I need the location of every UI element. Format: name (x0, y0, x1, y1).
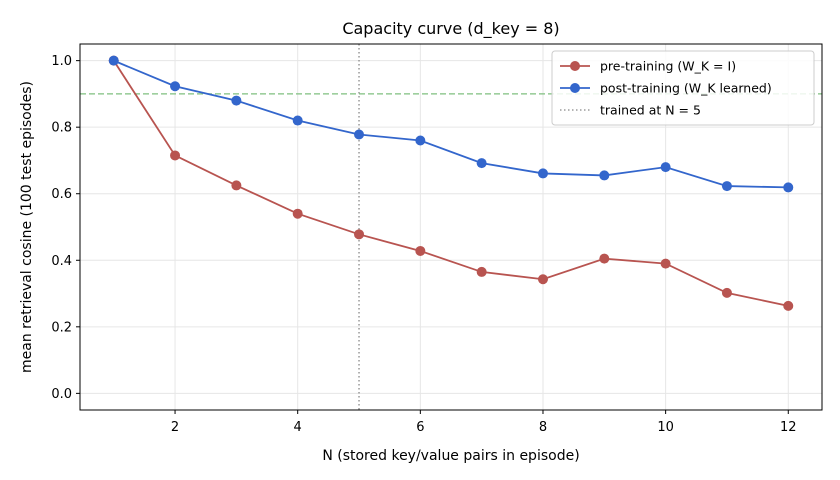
legend-box (551, 50, 815, 126)
chart-title: Capacity curve (d_key = 8) (342, 19, 559, 39)
data-point (537, 168, 548, 179)
data-point (599, 253, 610, 264)
data-point (783, 182, 794, 193)
x-tick-label: 12 (780, 420, 797, 435)
data-point (415, 135, 426, 146)
data-point (537, 274, 548, 285)
data-point (415, 245, 426, 256)
y-axis-label: mean retrieval cosine (100 test episodes… (19, 81, 35, 373)
y-tick-label: 0.6 (51, 187, 72, 202)
legend-entry-label: pre-training (W_K = I) (600, 59, 736, 74)
axis-ticks: 2 4 6 8 10 12 0.0 0.2 0.4 0.6 0.8 1.0 (51, 54, 796, 435)
legend: pre-training (W_K = I) post-training (W_K… (551, 50, 815, 126)
y-tick-label: 0.2 (51, 320, 72, 335)
data-point (170, 150, 181, 161)
data-point (231, 180, 242, 191)
data-point (354, 129, 365, 140)
x-tick-label: 8 (539, 420, 547, 435)
data-point (170, 81, 181, 92)
data-point (476, 158, 487, 169)
y-tick-label: 0.4 (51, 254, 72, 269)
data-point (476, 266, 487, 277)
series-line (113, 59, 789, 189)
data-point (292, 208, 303, 219)
data-point (292, 115, 303, 126)
data-point (354, 229, 365, 240)
legend-entry-label: post-training (W_K learned) (600, 81, 772, 96)
data-point (660, 258, 671, 269)
reference-lines (80, 44, 822, 410)
legend-marker (570, 61, 580, 71)
series-line (112, 60, 789, 307)
x-axis-label: N (stored key/value pairs in episode) (322, 448, 579, 464)
x-tick-label: 10 (657, 420, 674, 435)
data-point (660, 162, 671, 173)
series-post-training (108, 55, 794, 193)
data-point (783, 300, 794, 311)
x-tick-label: 4 (294, 420, 302, 435)
series-layer (108, 55, 794, 311)
y-tick-label: 1.0 (51, 54, 72, 69)
data-point (231, 95, 242, 106)
legend-marker (570, 83, 580, 93)
data-point (721, 181, 732, 192)
y-tick-label: 0.8 (51, 121, 72, 136)
data-point (599, 170, 610, 181)
y-tick-label: 0.0 (51, 387, 72, 402)
x-tick-label: 6 (416, 420, 424, 435)
series-pre-training (108, 55, 794, 311)
data-point (108, 55, 119, 66)
plot-frame (79, 43, 823, 411)
x-tick-label: 2 (171, 420, 179, 435)
legend-entry-label: trained at N = 5 (600, 103, 701, 118)
data-point (721, 287, 732, 298)
